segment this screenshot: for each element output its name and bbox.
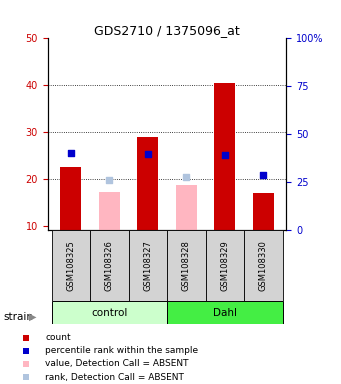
Bar xyxy=(51,230,90,301)
Point xyxy=(24,348,29,354)
Bar xyxy=(60,167,81,230)
Text: GSM108328: GSM108328 xyxy=(182,240,191,291)
Point xyxy=(68,150,74,156)
Point xyxy=(145,151,151,157)
Point xyxy=(107,177,112,183)
Text: strain: strain xyxy=(3,312,33,322)
Text: percentile rank within the sample: percentile rank within the sample xyxy=(45,346,198,355)
Text: ▶: ▶ xyxy=(29,312,36,322)
Text: GSM108329: GSM108329 xyxy=(220,240,229,291)
Title: GDS2710 / 1375096_at: GDS2710 / 1375096_at xyxy=(94,24,240,37)
Text: rank, Detection Call = ABSENT: rank, Detection Call = ABSENT xyxy=(45,372,184,382)
Point xyxy=(261,172,266,178)
Bar xyxy=(214,83,235,230)
Bar xyxy=(129,230,167,301)
Bar xyxy=(167,301,283,324)
Point xyxy=(24,374,29,380)
Bar xyxy=(206,230,244,301)
Bar xyxy=(244,230,283,301)
Text: control: control xyxy=(91,308,128,318)
Point xyxy=(24,361,29,367)
Text: GSM108330: GSM108330 xyxy=(259,240,268,291)
Bar xyxy=(167,230,206,301)
Bar xyxy=(99,192,120,230)
Bar xyxy=(90,230,129,301)
Point xyxy=(183,174,189,180)
Bar xyxy=(51,301,167,324)
Point xyxy=(24,334,29,341)
Bar xyxy=(253,193,274,230)
Text: Dahl: Dahl xyxy=(213,308,237,318)
Text: GSM108327: GSM108327 xyxy=(143,240,152,291)
Text: GSM108326: GSM108326 xyxy=(105,240,114,291)
Bar xyxy=(176,184,197,230)
Point xyxy=(222,152,227,159)
Bar xyxy=(137,137,159,230)
Text: count: count xyxy=(45,333,71,342)
Text: value, Detection Call = ABSENT: value, Detection Call = ABSENT xyxy=(45,359,189,368)
Text: GSM108325: GSM108325 xyxy=(66,240,75,291)
